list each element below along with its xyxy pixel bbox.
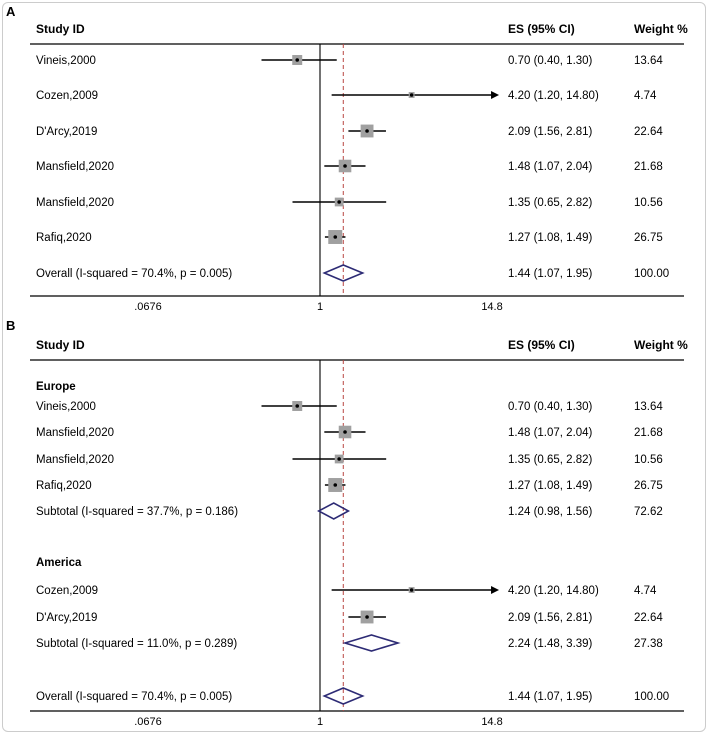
subtotal-diamond [317, 502, 351, 520]
point-estimate-dot [409, 93, 414, 97]
study-label: D'Arcy,2019 [36, 126, 97, 138]
study-label: Mansfield,2020 [36, 161, 114, 173]
es-ci-text: 1.35 (0.65, 2.82) [508, 454, 593, 466]
es-ci-text: 2.09 (1.56, 2.81) [508, 126, 593, 138]
es-ci-text: 2.24 (1.48, 3.39) [508, 638, 593, 650]
panel-a-label: A [6, 4, 16, 19]
point-estimate-dot [333, 235, 338, 239]
ci-arrow [491, 91, 500, 99]
point-estimate-dot [365, 129, 369, 133]
weight-text: 22.64 [634, 126, 663, 138]
col-header-es: ES (95% CI) [508, 338, 575, 352]
overall-label: Overall (I-squared = 70.4%, p = 0.005) [36, 268, 232, 280]
es-ci-text: 0.70 (0.40, 1.30) [508, 401, 593, 413]
study-label: Cozen,2009 [36, 585, 98, 597]
es-ci-text: 2.09 (1.56, 2.81) [508, 612, 593, 624]
study-label: Vineis,2000 [36, 55, 96, 67]
x-tick-label: 14.8 [481, 301, 502, 313]
x-tick-label: .0676 [134, 716, 162, 728]
point-estimate-dot [343, 164, 347, 168]
weight-text: 26.75 [634, 232, 663, 244]
es-ci-text: 1.27 (1.08, 1.49) [508, 232, 593, 244]
weight-text: 10.56 [634, 454, 663, 466]
point-estimate-dot [409, 588, 414, 592]
weight-text: 100.00 [634, 691, 669, 703]
es-ci-text: 1.24 (0.98, 1.56) [508, 506, 593, 518]
point-estimate-dot [295, 404, 300, 408]
weight-text: 13.64 [634, 401, 663, 413]
study-label: Rafiq,2020 [36, 480, 92, 492]
weight-text: 26.75 [634, 480, 663, 492]
es-ci-text: 4.20 (1.20, 14.80) [508, 585, 599, 597]
study-label: Vineis,2000 [36, 401, 96, 413]
ci-arrow [491, 586, 500, 594]
weight-text: 21.68 [634, 161, 663, 173]
group-label: Europe [36, 381, 76, 393]
point-estimate-dot [365, 615, 369, 619]
es-ci-text: 1.44 (1.07, 1.95) [508, 691, 593, 703]
study-label: Mansfield,2020 [36, 427, 114, 439]
weight-text: 100.00 [634, 268, 669, 280]
subtotal-diamond [342, 634, 401, 652]
es-ci-text: 0.70 (0.40, 1.30) [508, 55, 593, 67]
subtotal-label: Subtotal (I-squared = 11.0%, p = 0.289) [36, 638, 237, 650]
weight-text: 22.64 [634, 612, 663, 624]
overall-diamond [322, 264, 365, 282]
study-label: Cozen,2009 [36, 90, 98, 102]
col-header-study: Study ID [36, 338, 85, 352]
col-header-weight: Weight % [634, 338, 688, 352]
x-tick-label: 1 [317, 716, 323, 728]
col-header-weight: Weight % [634, 22, 688, 36]
study-label: Mansfield,2020 [36, 454, 114, 466]
es-ci-text: 1.35 (0.65, 2.82) [508, 197, 593, 209]
overall-diamond [322, 687, 365, 705]
es-ci-text: 1.27 (1.08, 1.49) [508, 480, 593, 492]
study-label: Mansfield,2020 [36, 197, 114, 209]
weight-text: 10.56 [634, 197, 663, 209]
weight-text: 21.68 [634, 427, 663, 439]
point-estimate-dot [337, 200, 341, 204]
col-header-study: Study ID [36, 22, 85, 36]
x-tick-label: 1 [317, 301, 323, 313]
group-label: America [36, 557, 82, 569]
weight-text: 4.74 [634, 585, 657, 597]
es-ci-text: 4.20 (1.20, 14.80) [508, 90, 599, 102]
weight-text: 13.64 [634, 55, 663, 67]
panel-b-label: B [6, 318, 16, 333]
weight-text: 4.74 [634, 90, 657, 102]
es-ci-text: 1.48 (1.07, 2.04) [508, 161, 593, 173]
x-tick-label: .0676 [134, 301, 162, 313]
col-header-es: ES (95% CI) [508, 22, 575, 36]
es-ci-text: 1.48 (1.07, 2.04) [508, 427, 593, 439]
point-estimate-dot [337, 457, 341, 461]
point-estimate-dot [295, 58, 300, 62]
weight-text: 72.62 [634, 506, 663, 518]
point-estimate-dot [343, 430, 347, 434]
study-label: Rafiq,2020 [36, 232, 92, 244]
weight-text: 27.38 [634, 638, 663, 650]
subtotal-label: Subtotal (I-squared = 37.7%, p = 0.186) [36, 506, 238, 518]
x-tick-label: 14.8 [481, 716, 502, 728]
overall-label: Overall (I-squared = 70.4%, p = 0.005) [36, 691, 232, 703]
study-label: D'Arcy,2019 [36, 612, 97, 624]
es-ci-text: 1.44 (1.07, 1.95) [508, 268, 593, 280]
point-estimate-dot [333, 483, 338, 487]
